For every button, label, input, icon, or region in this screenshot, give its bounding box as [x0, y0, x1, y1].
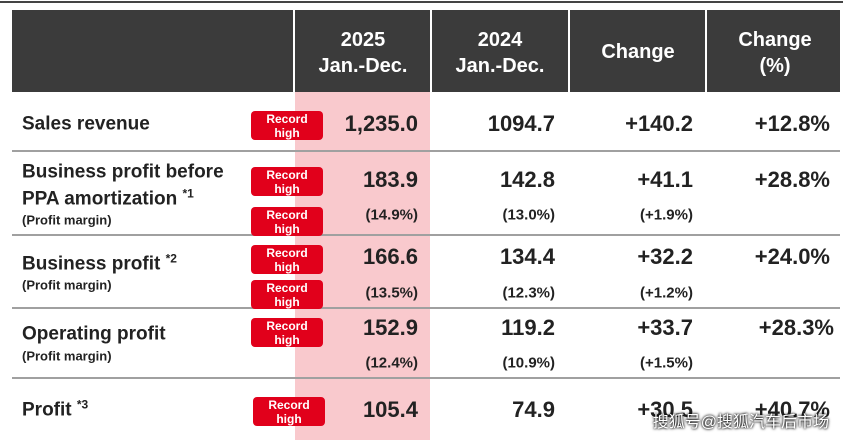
margin-2024: (10.9%): [502, 354, 555, 372]
row-sublabel: (Profit margin): [22, 212, 112, 228]
value-change-pct: +40.7%: [754, 397, 830, 422]
header-divider: [705, 10, 707, 92]
record-badge: Record high: [251, 280, 323, 309]
record-badge: Record high: [251, 167, 323, 196]
badge-text: Record: [266, 245, 308, 260]
badge-text: high: [274, 125, 300, 140]
value-change: +32.2: [637, 244, 693, 269]
margin-2024: (13.0%): [502, 206, 555, 224]
header-divider: [430, 10, 432, 92]
header-cell: Jan.-Dec.: [455, 55, 545, 77]
record-badge: Record high: [253, 397, 325, 426]
row-label: Profit: [22, 399, 72, 421]
value-change-pct: +24.0%: [754, 244, 830, 269]
value-change: +30.5: [637, 397, 693, 422]
margin-change: (+1.2%): [640, 284, 693, 302]
badge-text: high: [274, 181, 300, 196]
badge-text: Record: [268, 397, 310, 412]
row-separator: [12, 234, 840, 236]
margin-2024: (12.3%): [502, 284, 555, 302]
value-change-pct: +28.3%: [758, 315, 834, 340]
header-cell: Change: [738, 29, 812, 51]
badge-text: high: [274, 221, 300, 236]
value-2024: 1094.7: [487, 111, 555, 136]
badge-text: high: [274, 332, 300, 347]
badge-text: high: [274, 259, 300, 274]
row-sublabel: (Profit margin): [22, 277, 112, 293]
row-label-line: PPA amortization *1: [22, 187, 194, 208]
watermark: 搜狐号@搜狐汽车后市场: [652, 414, 829, 431]
header-cell: Jan.-Dec.: [318, 55, 408, 77]
row-separator: [12, 307, 840, 309]
header-divider: [293, 10, 295, 92]
row-label: Business profit: [22, 253, 161, 275]
value-change: +41.1: [637, 167, 693, 192]
margin-change: (+1.5%): [640, 354, 693, 372]
header-cell: Change: [601, 41, 675, 63]
value-2024: 134.4: [499, 244, 555, 269]
record-badge: Record high: [251, 318, 323, 347]
margin-change: (+1.9%): [640, 206, 693, 224]
margin-2025: (13.5%): [365, 284, 418, 302]
badge-text: Record: [266, 207, 308, 222]
header-cell: 2024: [477, 29, 523, 51]
row-label: PPA amortization: [22, 188, 178, 210]
header-cell: 2025: [340, 29, 386, 51]
margin-2025: (14.9%): [365, 206, 418, 224]
margin-2025: (12.4%): [365, 354, 418, 372]
value-2025: 105.4: [362, 397, 418, 422]
record-badge: Record high: [251, 111, 323, 140]
value-2025: 1,235.0: [344, 111, 418, 136]
value-change-pct: +28.8%: [754, 167, 830, 192]
row-separator: [12, 150, 840, 152]
value-2024: 74.9: [512, 397, 555, 422]
top-rule: [0, 1, 843, 3]
row-separator: [12, 377, 840, 379]
badge-text: Record: [266, 318, 308, 333]
footnote-mark: *1: [182, 186, 194, 201]
value-change-pct: +12.8%: [754, 111, 830, 136]
row-label: Sales revenue: [22, 113, 150, 135]
record-badge: Record high: [251, 207, 323, 236]
value-change: +140.2: [625, 111, 693, 136]
footnote-mark: *3: [76, 397, 89, 412]
row-sublabel: (Profit margin): [22, 348, 112, 364]
record-badge: Record high: [251, 245, 323, 274]
badge-text: Record: [266, 280, 308, 295]
row-label-line: Business profit *2: [22, 252, 177, 273]
footnote-mark: *2: [165, 251, 177, 266]
row-label-line: Profit *3: [22, 398, 88, 419]
value-change: +33.7: [637, 315, 693, 340]
header-bar: [12, 10, 840, 92]
value-2024: 142.8: [499, 167, 555, 192]
badge-text: high: [274, 294, 300, 309]
value-2025: 166.6: [362, 244, 418, 269]
header-divider: [568, 10, 570, 92]
value-2025: 183.9: [362, 167, 418, 192]
header-cell: (%): [759, 55, 791, 77]
value-2025: 152.9: [362, 315, 418, 340]
badge-text: high: [276, 411, 302, 426]
value-2024: 119.2: [501, 315, 555, 340]
badge-text: Record: [266, 167, 308, 182]
badge-text: Record: [266, 111, 308, 126]
row-label: Operating profit: [22, 323, 166, 345]
row-label: Business profit before: [22, 161, 224, 183]
